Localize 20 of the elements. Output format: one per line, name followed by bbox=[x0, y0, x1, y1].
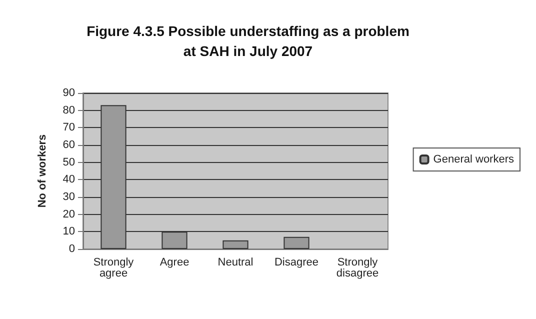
y-tick-label: 10 bbox=[62, 226, 75, 238]
y-tick-label: 0 bbox=[68, 243, 75, 255]
x-tick-label: Neutral bbox=[218, 256, 254, 268]
y-tick-label: 20 bbox=[62, 208, 75, 220]
bar bbox=[284, 236, 310, 249]
y-tick-label: 90 bbox=[62, 87, 75, 99]
y-tick-label: 70 bbox=[62, 122, 75, 134]
x-tick-label: Strongly disagree bbox=[336, 256, 379, 280]
bar bbox=[222, 240, 248, 249]
legend-label: General workers bbox=[433, 154, 514, 166]
x-tick-label: Strongly agree bbox=[93, 256, 134, 280]
y-tick-label: 50 bbox=[62, 156, 75, 168]
y-tick-label: 60 bbox=[62, 139, 75, 151]
y-axis-title: No of workers bbox=[36, 134, 48, 208]
x-tick-label: Disagree bbox=[274, 256, 319, 268]
chart-title: Figure 4.3.5 Possible understaffing as a problem at SAH in July 2007 bbox=[86, 23, 410, 59]
y-tick-label: 30 bbox=[62, 191, 75, 203]
x-tick-label: Agree bbox=[160, 256, 190, 268]
y-tick-label: 80 bbox=[62, 104, 75, 116]
y-tick-label: 40 bbox=[62, 174, 75, 186]
